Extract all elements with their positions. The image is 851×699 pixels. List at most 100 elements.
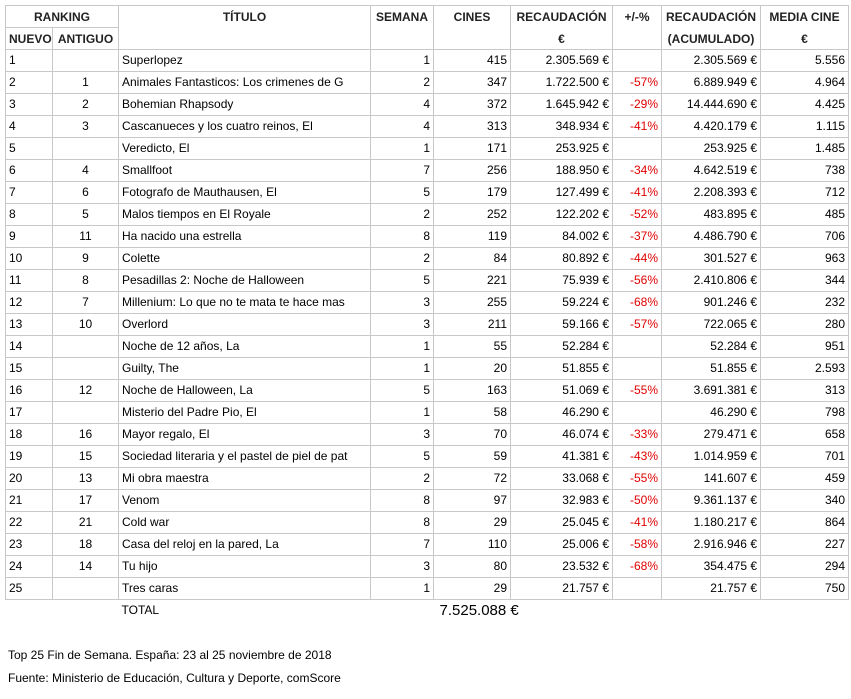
table-cell: 13 xyxy=(5,313,53,336)
table-cell: Fotografo de Mauthausen, El xyxy=(118,181,371,204)
table-cell: 1.180.217 € xyxy=(661,511,761,534)
table-row: 17 Misterio del Padre Pio, El 1 58 46.290 €4… xyxy=(5,401,849,424)
table-cell: 2.593 xyxy=(760,357,849,380)
note: Top 25 Fin de Semana. España: 23 al 25 n… xyxy=(8,648,332,662)
total-value: 7.525.088 € xyxy=(439,602,519,619)
header-cell: RECAUDACIÓN € xyxy=(510,5,613,50)
table-cell: 141.607 € xyxy=(661,467,761,490)
table-cell: Cold war xyxy=(118,511,371,534)
table-cell: 3 xyxy=(370,555,434,578)
table-cell: 4 xyxy=(370,93,434,116)
table-cell: 2.305.569 € xyxy=(661,49,761,72)
table-cell: 22 xyxy=(5,511,53,534)
table-cell xyxy=(52,401,119,424)
table-cell: 3 xyxy=(370,423,434,446)
table-header: RANKING TÍTULO SEMANA CINES RECAUDACIÓN €… xyxy=(5,5,849,50)
table-cell: 13 xyxy=(52,467,119,490)
table-cell: 10 xyxy=(52,313,119,336)
table-cell: Superlopez xyxy=(118,49,371,72)
table-cell: 2 xyxy=(52,93,119,116)
table-cell: 72 xyxy=(433,467,511,490)
note: Fuente: Ministerio de Educación, Cultura… xyxy=(8,671,341,685)
table-cell: 41.381 € xyxy=(510,445,613,468)
table-cell: 253.925 € xyxy=(510,137,613,160)
table-cell: 485 xyxy=(760,203,849,226)
table-cell: 294 xyxy=(760,555,849,578)
table-row: 16 12 Noche de Halloween, La 5 163 51.069 € -5… xyxy=(5,379,849,402)
table-cell: Bohemian Rhapsody xyxy=(118,93,371,116)
table-cell: 188.950 € xyxy=(510,159,613,182)
table-cell: 658 xyxy=(760,423,849,446)
table-cell: -41% xyxy=(612,115,662,138)
table-cell: 706 xyxy=(760,225,849,248)
table-cell: -44% xyxy=(612,247,662,270)
table-cell xyxy=(52,335,119,358)
table-cell: 8 xyxy=(370,225,434,248)
table-cell: Colette xyxy=(118,247,371,270)
table-cell: -41% xyxy=(612,511,662,534)
table-cell: Venom xyxy=(118,489,371,512)
table-cell: 75.939 € xyxy=(510,269,613,292)
table-row: 9 11 Ha nacido una estrella 8 119 84.002 € -37… xyxy=(5,225,849,248)
table-cell: 8 xyxy=(370,489,434,512)
header-cell: SEMANA xyxy=(370,5,434,50)
table-row: 14 Noche de 12 años, La 1 55 52.284 €52.284 … xyxy=(5,335,849,358)
table-cell: 354.475 € xyxy=(661,555,761,578)
table-cell: 4.420.179 € xyxy=(661,115,761,138)
table-cell: 18 xyxy=(5,423,53,446)
total-label: TOTAL xyxy=(121,603,160,617)
table-row: 1 Superlopez 1 415 2.305.569 €2.305.569 €5.5… xyxy=(5,49,849,72)
table-row: 13 10 Overlord 3 211 59.166 € -57% 722.065 €280 xyxy=(5,313,849,336)
table-cell: 9.361.137 € xyxy=(661,489,761,512)
table-cell: Malos tiempos en El Royale xyxy=(118,203,371,226)
table-cell: 122.202 € xyxy=(510,203,613,226)
header-line: RECAUDACIÓN xyxy=(516,9,607,24)
table-cell: -34% xyxy=(612,159,662,182)
table-cell: 46.074 € xyxy=(510,423,613,446)
table-cell: 15 xyxy=(52,445,119,468)
table-cell: 2.305.569 € xyxy=(510,49,613,72)
table-cell: 59.166 € xyxy=(510,313,613,336)
table-cell: 347 xyxy=(433,71,511,94)
table-cell: 163 xyxy=(433,379,511,402)
table-body: 1 Superlopez 1 415 2.305.569 €2.305.569 €5.5… xyxy=(5,49,849,622)
table-cell: 14 xyxy=(5,335,53,358)
table-row: 4 3 Cascanueces y los cuatro reinos, El 4 31… xyxy=(5,115,849,138)
table-cell: 232 xyxy=(760,291,849,314)
table-cell: 483.895 € xyxy=(661,203,761,226)
table-cell: Veredicto, El xyxy=(118,137,371,160)
table-cell: 110 xyxy=(433,533,511,556)
table-cell xyxy=(612,401,662,424)
table-cell: 52.284 € xyxy=(661,335,761,358)
table-cell: 301.527 € xyxy=(661,247,761,270)
table-cell: 55 xyxy=(433,335,511,358)
table-cell: 712 xyxy=(760,181,849,204)
table-cell: Ha nacido una estrella xyxy=(118,225,371,248)
table-cell: 951 xyxy=(760,335,849,358)
table-cell: 738 xyxy=(760,159,849,182)
table-cell: 29 xyxy=(433,511,511,534)
table-cell: 3 xyxy=(5,93,53,116)
table-cell: 21 xyxy=(52,511,119,534)
table-cell: 46.290 € xyxy=(661,401,761,424)
table-cell: 2 xyxy=(370,467,434,490)
table-row: 21 17 Venom 8 97 32.983 € -50% 9.361.137 €340 xyxy=(5,489,849,512)
table-cell: 415 xyxy=(433,49,511,72)
table-cell: 80.892 € xyxy=(510,247,613,270)
table-cell: 2 xyxy=(370,247,434,270)
table-cell: 84 xyxy=(433,247,511,270)
table-row: 12 7 Millenium: Lo que no te mata te hace … xyxy=(5,291,849,314)
table-cell: 701 xyxy=(760,445,849,468)
table-cell: 2 xyxy=(370,203,434,226)
table-cell: 255 xyxy=(433,291,511,314)
header-line: MEDIA CINE xyxy=(769,9,840,24)
table-cell: 17 xyxy=(52,489,119,512)
table-cell: 16 xyxy=(5,379,53,402)
header-cell: CINES xyxy=(433,5,511,50)
table-cell: 1.014.959 € xyxy=(661,445,761,468)
header-line: RECAUDACIÓN xyxy=(666,9,756,24)
table-cell: -68% xyxy=(612,555,662,578)
table-row: 7 6 Fotografo de Mauthausen, El 5 179 127.499… xyxy=(5,181,849,204)
table-cell: 211 xyxy=(433,313,511,336)
